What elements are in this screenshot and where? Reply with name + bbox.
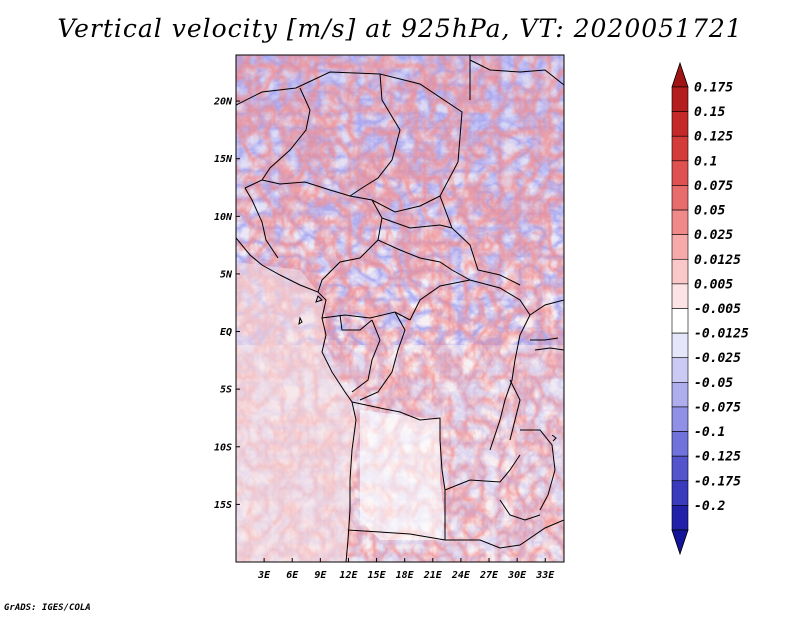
velocity-field (236, 55, 564, 562)
colorbar-segment (671, 160, 689, 186)
colorbar-label: 0.125 (694, 130, 733, 145)
lon-tick-label: 3E (257, 570, 271, 581)
colorbar-segment (671, 382, 689, 408)
colorbar-label: 0.05 (694, 204, 725, 219)
colorbar-label: 0.1 (694, 154, 717, 169)
colorbar-label: 0.025 (694, 228, 733, 243)
lat-tick-label: 15S (214, 500, 232, 511)
lat-tick-label: 20N (213, 97, 233, 108)
colorbar-max-arrow (671, 61, 689, 88)
colorbar-label: -0.175 (694, 474, 741, 489)
lat-tick-label: 5N (220, 269, 233, 280)
colorbar-segment (671, 480, 689, 506)
colorbar-label: -0.125 (694, 450, 741, 465)
lon-tick-label: 33E (535, 570, 555, 581)
colorbar-label: -0.1 (694, 425, 725, 440)
lat-tick-label: 15N (214, 154, 233, 165)
colorbar-segment (671, 86, 689, 112)
chart-title: Vertical velocity [m/s] at 925hPa, VT: 2… (57, 14, 743, 43)
longitude-axis: 3E 6E 9E 12E 15E 18E 21E 24E 27E 30E 33E (257, 558, 555, 581)
colorbar-segment (671, 431, 689, 457)
colorbar-segment (671, 283, 689, 309)
colorbar-segment (671, 111, 689, 137)
colorbar-label: -0.2 (694, 499, 725, 514)
lon-tick-label: 6E (286, 570, 299, 581)
lon-tick-label: 15E (368, 570, 387, 581)
lon-tick-label: 21E (423, 570, 443, 581)
colorbar-label: 0.175 (694, 81, 733, 96)
latitude-axis: 20N 15N 10N 5N EQ 5S 10S 15S (213, 97, 240, 511)
colorbar-segment (671, 185, 689, 211)
colorbar-segment (671, 455, 689, 482)
colorbar: 0.175 0.15 0.125 0.1 0.075 0.05 0.025 0.0125 0.0… (671, 61, 749, 556)
colorbar-segment (671, 406, 689, 432)
colorbar-segment (671, 209, 689, 235)
lon-tick-label: 27E (479, 570, 499, 581)
colorbar-segment (671, 332, 689, 359)
colorbar-label: 0.075 (694, 179, 733, 194)
colorbar-segment (671, 357, 689, 383)
lon-tick-label: 18E (396, 570, 415, 581)
colorbar-label: -0.05 (694, 376, 733, 391)
grads-credit: GrADS: IGES/COLA (4, 603, 91, 613)
colorbar-label: -0.0125 (694, 327, 749, 342)
lat-tick-label: EQ (220, 327, 232, 338)
colorbar-label: 0.005 (694, 277, 733, 292)
lat-tick-label: 10S (214, 442, 232, 453)
colorbar-label: -0.025 (694, 351, 741, 366)
colorbar-label: -0.005 (694, 302, 741, 317)
colorbar-segment (671, 505, 689, 531)
lon-tick-label: 24E (451, 570, 471, 581)
colorbar-segment (671, 308, 689, 334)
colorbar-segment (671, 135, 689, 162)
lon-tick-label: 9E (314, 570, 327, 581)
colorbar-segment (671, 234, 689, 260)
country-borders (236, 55, 564, 562)
lon-tick-label: 12E (339, 570, 358, 581)
lat-tick-label: 5S (220, 385, 232, 396)
colorbar-label: -0.075 (694, 400, 741, 415)
colorbar-min-arrow (671, 529, 689, 556)
map-frame (235, 54, 565, 563)
colorbar-label: 0.0125 (694, 253, 741, 268)
lat-tick-label: 10N (214, 212, 233, 223)
colorbar-segment (671, 258, 689, 285)
lon-tick-label: 30E (507, 570, 527, 581)
colorbar-label: 0.15 (694, 105, 725, 120)
